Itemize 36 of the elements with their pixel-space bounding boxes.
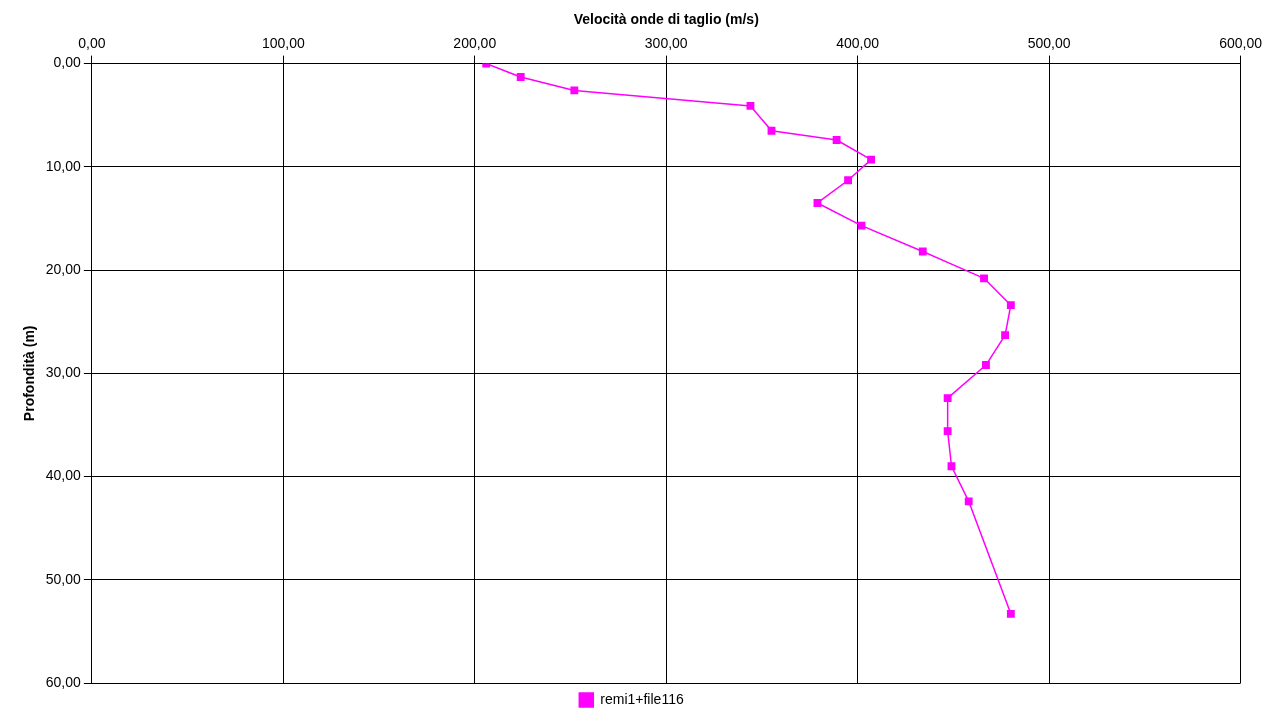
point: [867, 155, 876, 164]
x-tick-label: 500,00: [1027, 35, 1071, 52]
point: [982, 361, 990, 369]
point: [943, 394, 952, 403]
x-tick-label: 400,00: [836, 35, 880, 52]
point: [943, 427, 952, 436]
point: [516, 73, 525, 81]
y-tick-label: 20,00: [45, 260, 82, 277]
point: [570, 86, 579, 95]
y-tick-label: 40,00: [45, 467, 82, 484]
y-tick-label: 30,00: [45, 364, 82, 381]
point: [746, 101, 755, 110]
y-tick-label: 0,00: [53, 54, 82, 71]
point: [918, 247, 927, 256]
point: [1006, 301, 1015, 310]
y-tick-label: 60,00: [45, 673, 82, 690]
point: [980, 274, 988, 283]
point: [813, 199, 822, 207]
point: [832, 136, 841, 144]
y-tick-label: 10,00: [45, 157, 82, 174]
x-tick-label: 100,00: [261, 35, 305, 52]
point: [947, 462, 956, 471]
point: [844, 176, 853, 185]
y-tick-label: 50,00: [45, 570, 82, 587]
point: [857, 221, 866, 230]
x-tick-label: 600,00: [1219, 35, 1263, 52]
point: [1006, 609, 1015, 618]
legend-label: remi1+file116: [600, 690, 684, 707]
y-axis-title: Profondità (m): [21, 325, 38, 422]
x-tick-label: 200,00: [453, 35, 497, 52]
point: [767, 126, 776, 135]
point: [1001, 331, 1010, 340]
point: [964, 497, 973, 506]
x-axis-title: Velocità onde di taglio (m/s): [573, 11, 759, 28]
x-tick-label: 300,00: [644, 35, 688, 52]
x-tick-label: 0,00: [78, 35, 106, 52]
